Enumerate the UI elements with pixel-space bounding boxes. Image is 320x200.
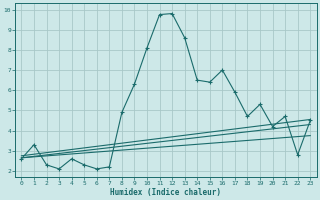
X-axis label: Humidex (Indice chaleur): Humidex (Indice chaleur) [110, 188, 221, 197]
